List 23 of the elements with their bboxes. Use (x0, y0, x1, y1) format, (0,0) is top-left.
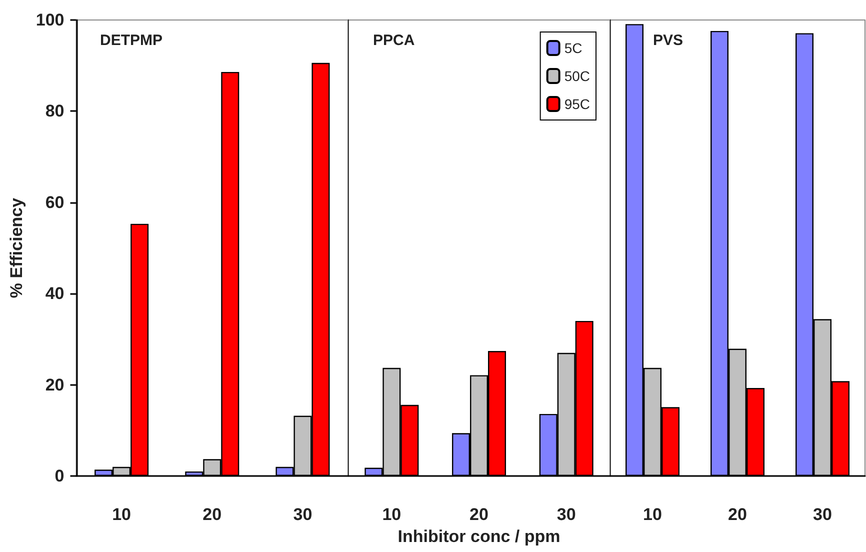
x-tick-label: 20 (728, 505, 747, 524)
x-tick-label: 20 (470, 505, 488, 524)
x-tick-label: 10 (112, 505, 132, 524)
legend-label: 95C (564, 96, 590, 112)
legend-label: 5C (564, 40, 582, 56)
y-tick-label: 80 (45, 102, 64, 121)
text: PVS (653, 32, 684, 49)
x-tick-label: 10 (643, 505, 662, 524)
y-tick-label: 0 (54, 466, 64, 486)
x-tick-label: 30 (813, 505, 832, 524)
legend-label: 50C (564, 68, 590, 84)
text: PPCA (373, 32, 415, 49)
x-tick-label: 10 (382, 505, 402, 524)
text: DETPMP (100, 32, 163, 49)
y-tick-label: 60 (45, 192, 64, 212)
y-tick-label: 100 (36, 10, 64, 30)
x-tick-label: 20 (202, 505, 222, 524)
x-tick-label: 30 (293, 505, 312, 524)
y-axis-title: % Efficiency (7, 197, 26, 298)
x-tick-label: 30 (556, 505, 576, 524)
y-tick-label: 20 (45, 375, 64, 394)
x-axis-title: Inhibitor conc / ppm (398, 526, 560, 546)
y-tick-label: 40 (45, 284, 64, 304)
